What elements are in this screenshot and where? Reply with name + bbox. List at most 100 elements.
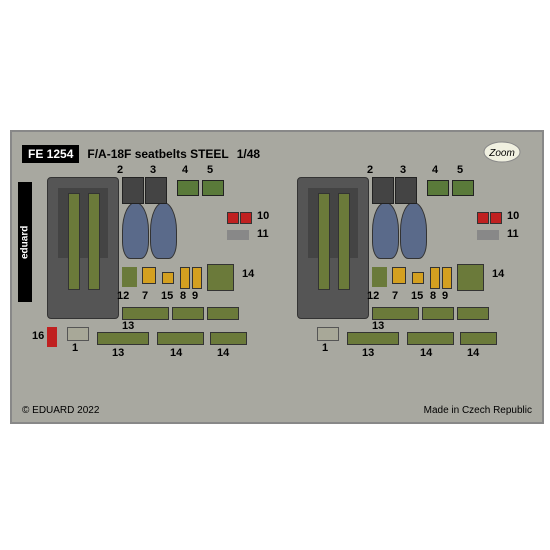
- part-8: [430, 267, 440, 289]
- zoom-badge: Zoom: [482, 138, 522, 166]
- belt: [97, 332, 149, 345]
- shoulder-strap: [338, 193, 350, 290]
- callout-14c: 14: [217, 347, 229, 359]
- product-code: FE 1254: [22, 145, 79, 163]
- seat-frame: [47, 177, 119, 319]
- belt: [347, 332, 399, 345]
- belt-14: [422, 307, 454, 320]
- part-12: [372, 267, 387, 287]
- part-3: [145, 177, 167, 204]
- callout-10: 10: [507, 210, 519, 222]
- part-10: [490, 212, 502, 224]
- part-16: [47, 327, 57, 347]
- callout-3: 3: [150, 164, 156, 176]
- callout-9: 9: [442, 290, 448, 302]
- part-14: [207, 264, 234, 291]
- belt-14: [172, 307, 204, 320]
- svg-text:Zoom: Zoom: [488, 148, 515, 159]
- part-11: [227, 230, 249, 240]
- part-10: [477, 212, 489, 224]
- pe-sheet-image: FE 1254 F/A-18F seatbelts STEEL 1/48 Zoo…: [10, 130, 540, 420]
- callout-14b: 14: [170, 347, 182, 359]
- shoulder-strap: [88, 193, 100, 290]
- belt: [407, 332, 454, 345]
- part-15: [412, 272, 424, 284]
- callout-14: 14: [492, 268, 504, 280]
- callout-14c: 14: [467, 347, 479, 359]
- part-2: [122, 177, 144, 204]
- callout-4: 4: [432, 164, 438, 176]
- shoulder-strap: [318, 193, 330, 290]
- callout-13: 13: [372, 320, 384, 332]
- callout-13: 13: [122, 320, 134, 332]
- seat-cushion: [58, 188, 108, 258]
- callout-2: 2: [117, 164, 123, 176]
- seat-frame: [297, 177, 369, 319]
- callout-16: 16: [32, 330, 44, 342]
- callout-15: 15: [161, 290, 173, 302]
- belt: [460, 332, 497, 345]
- seat-section-2: 2 3 4 5 10 11 12 7 15 8 9 14 13 1 13 14: [292, 172, 522, 382]
- part-5: [202, 180, 224, 196]
- part-11: [477, 230, 499, 240]
- belt-14: [457, 307, 489, 320]
- callout-4: 4: [182, 164, 188, 176]
- product-container: FE 1254 F/A-18F seatbelts STEEL 1/48 Zoo…: [0, 0, 550, 550]
- part-12: [122, 267, 137, 287]
- part-10: [240, 212, 252, 224]
- part-15: [162, 272, 174, 284]
- harness-loop: [372, 202, 399, 259]
- product-title: F/A-18F seatbelts STEEL: [87, 147, 228, 161]
- callout-11: 11: [257, 228, 269, 240]
- callout-8: 8: [180, 290, 186, 302]
- part-10: [227, 212, 239, 224]
- callout-3: 3: [400, 164, 406, 176]
- callout-7: 7: [392, 290, 398, 302]
- made-in-text: Made in Czech Republic: [424, 405, 532, 416]
- shoulder-strap: [68, 193, 80, 290]
- part-7: [142, 267, 156, 284]
- callout-1: 1: [322, 342, 328, 354]
- part-4: [427, 180, 449, 196]
- callout-7: 7: [142, 290, 148, 302]
- callout-2: 2: [367, 164, 373, 176]
- callout-14: 14: [242, 268, 254, 280]
- callout-13b: 13: [362, 347, 374, 359]
- callout-9: 9: [192, 290, 198, 302]
- belt: [157, 332, 204, 345]
- product-scale: 1/48: [237, 147, 260, 161]
- header-bar: FE 1254 F/A-18F seatbelts STEEL 1/48: [22, 140, 260, 168]
- belt-13: [372, 307, 419, 320]
- belt-13: [122, 307, 169, 320]
- part-7: [392, 267, 406, 284]
- belt-14: [207, 307, 239, 320]
- part-1: [67, 327, 89, 341]
- callout-12: 12: [367, 290, 379, 302]
- callout-15: 15: [411, 290, 423, 302]
- callout-8: 8: [430, 290, 436, 302]
- brand-logo: eduard: [18, 182, 32, 302]
- copyright-text: © EDUARD 2022: [22, 405, 99, 416]
- parts-area: 2 3 4 5 10 11 12 7 15 8 9 14 13 16 1 13: [42, 172, 532, 397]
- harness-loop: [122, 202, 149, 259]
- part-2: [372, 177, 394, 204]
- seat-section-1: 2 3 4 5 10 11 12 7 15 8 9 14 13 16 1 13: [42, 172, 272, 382]
- callout-14b: 14: [420, 347, 432, 359]
- harness-loop: [400, 202, 427, 259]
- seat-cushion: [308, 188, 358, 258]
- belt: [210, 332, 247, 345]
- callout-11: 11: [507, 228, 519, 240]
- part-8: [180, 267, 190, 289]
- part-5: [452, 180, 474, 196]
- part-9: [442, 267, 452, 289]
- callout-12: 12: [117, 290, 129, 302]
- callout-1: 1: [72, 342, 78, 354]
- callout-5: 5: [457, 164, 463, 176]
- part-3: [395, 177, 417, 204]
- pe-sheet: FE 1254 F/A-18F seatbelts STEEL 1/48 Zoo…: [10, 130, 544, 424]
- part-14: [457, 264, 484, 291]
- part-1: [317, 327, 339, 341]
- part-9: [192, 267, 202, 289]
- callout-13b: 13: [112, 347, 124, 359]
- callout-5: 5: [207, 164, 213, 176]
